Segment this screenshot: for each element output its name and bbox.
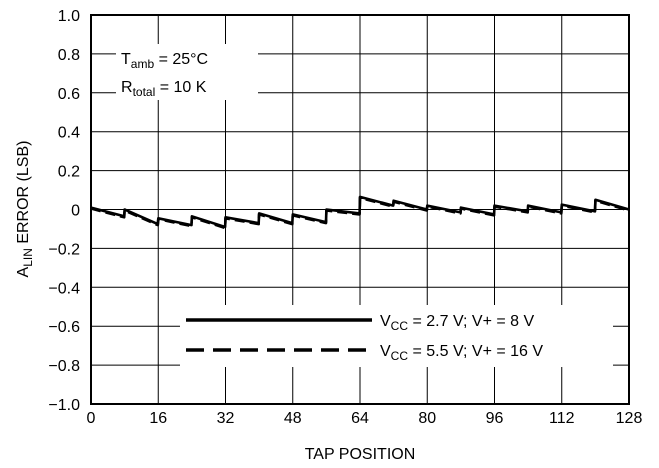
y-tick-label: −0.4 — [48, 280, 80, 297]
x-tick-label: 80 — [418, 410, 436, 427]
y-tick-label: 0.4 — [58, 125, 80, 142]
y-tick-label: 0.2 — [58, 164, 80, 181]
legend-label-solid: VCC = 2.7 V; V+ = 8 V — [380, 313, 535, 333]
y-tick-label: 0.6 — [58, 86, 80, 103]
y-tick-label: 1.0 — [58, 8, 80, 25]
x-tick-label: 112 — [549, 410, 575, 427]
y-tick-label: 0.8 — [58, 47, 80, 64]
y-tick-label: −0.8 — [48, 358, 80, 375]
x-tick-label: 48 — [284, 410, 302, 427]
x-tick-labels: 0 16 32 48 64 80 96 112 128 — [87, 410, 643, 427]
x-tick-label: 64 — [351, 410, 369, 427]
legend-label-dashed: VCC = 5.5 V; V+ = 16 V — [380, 343, 543, 363]
annotation-tamb: Tamb = 25°C — [121, 51, 208, 71]
y-axis-title: ALIN ERROR (LSB) — [15, 141, 35, 278]
x-tick-label: 96 — [486, 410, 504, 427]
x-axis-title: TAP POSITION — [305, 446, 416, 463]
x-tick-label: 16 — [149, 410, 167, 427]
x-tick-label: 128 — [616, 410, 643, 427]
x-tick-label: 0 — [87, 410, 96, 427]
series-lines — [90, 195, 630, 230]
series-line-dashed — [90, 196, 630, 230]
legend-box — [180, 305, 613, 367]
y-tick-label: 0 — [71, 203, 80, 220]
annotation-box — [116, 44, 258, 100]
y-tick-labels: −1.0 −0.8 −0.6 −0.4 −0.2 0 0.2 0.4 0.6 0.8 1.0 — [48, 8, 80, 414]
annotation-rtotal: Rtotal = 10 K — [121, 79, 207, 99]
x-tick-label: 32 — [217, 410, 235, 427]
y-tick-label: −1.0 — [48, 397, 80, 414]
y-tick-label: −0.6 — [48, 319, 80, 336]
y-tick-label: −0.2 — [48, 241, 80, 258]
